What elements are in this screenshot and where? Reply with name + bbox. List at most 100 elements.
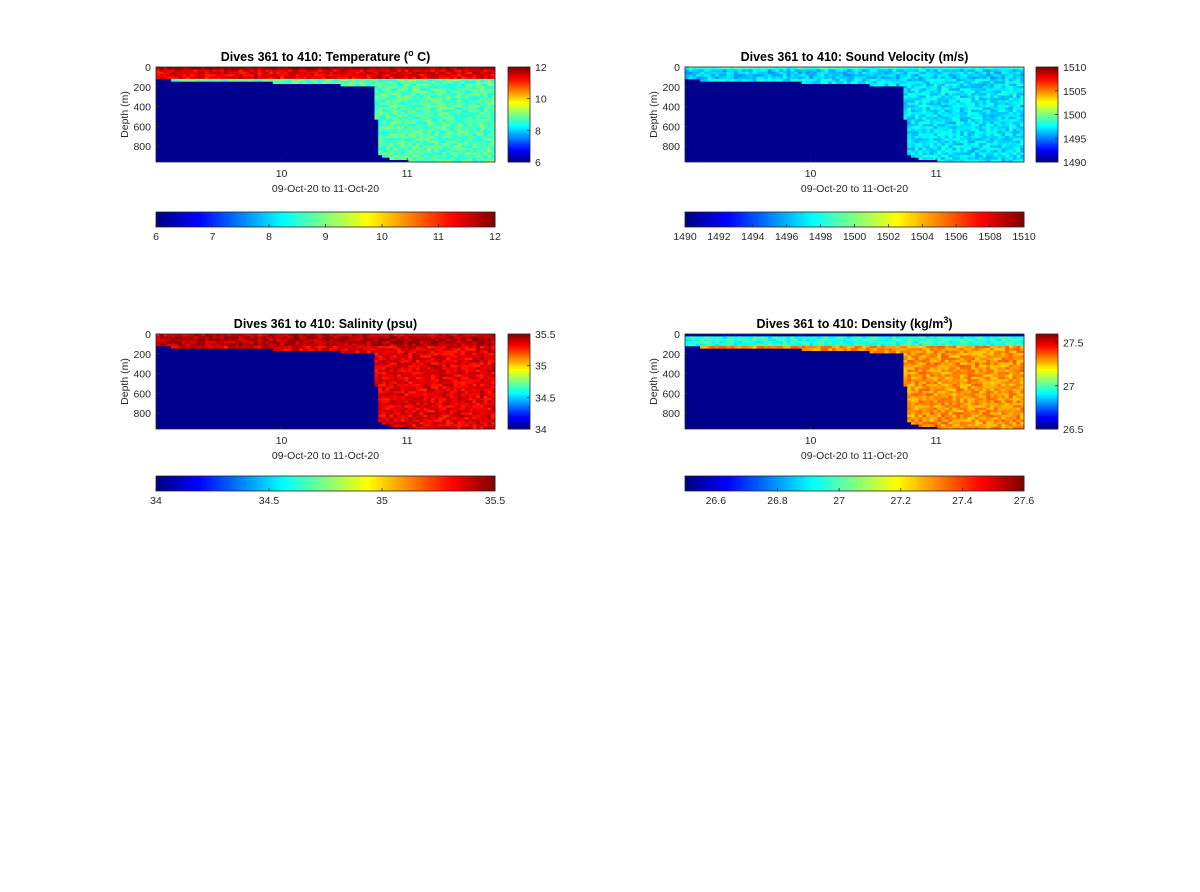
heatmap-cell bbox=[975, 88, 980, 92]
heatmap-cell bbox=[476, 150, 481, 153]
heatmap-cell bbox=[397, 395, 402, 399]
heatmap-cell bbox=[1008, 76, 1014, 80]
heatmap-cell bbox=[446, 147, 451, 151]
heatmap-cell bbox=[393, 74, 398, 77]
heatmap-cell bbox=[378, 348, 383, 352]
colorbar-segment bbox=[800, 212, 805, 227]
heatmap-cell bbox=[941, 112, 946, 115]
heatmap-cell bbox=[423, 336, 428, 340]
heatmap-cell bbox=[718, 69, 724, 73]
heatmap-cell bbox=[479, 86, 485, 89]
heatmap-cell bbox=[1016, 95, 1021, 99]
colorbar-segment bbox=[724, 212, 728, 227]
heatmap-cell bbox=[408, 362, 413, 366]
heatmap-cell bbox=[382, 405, 387, 409]
heatmap-cell bbox=[412, 417, 417, 420]
heatmap-cell bbox=[831, 71, 837, 75]
colorbar-segment bbox=[472, 212, 476, 227]
heatmap-cell bbox=[280, 348, 285, 352]
heatmap-cell bbox=[479, 116, 485, 120]
heatmap-cell bbox=[1012, 119, 1017, 123]
heatmap-cell bbox=[446, 105, 451, 108]
heatmap-cell bbox=[798, 71, 803, 75]
heatmap-cell bbox=[449, 391, 454, 394]
heatmap-cell bbox=[895, 71, 901, 75]
heatmap-cell bbox=[892, 78, 897, 82]
heatmap-cell bbox=[385, 410, 390, 413]
heatmap-cell bbox=[997, 147, 1002, 151]
heatmap-cell bbox=[434, 421, 439, 425]
heatmap-cell bbox=[990, 159, 995, 163]
heatmap-cell bbox=[174, 336, 179, 340]
heatmap-cell bbox=[404, 105, 409, 108]
heatmap-cell bbox=[449, 374, 454, 378]
heatmap-cell bbox=[178, 343, 183, 347]
heatmap-cell bbox=[944, 78, 950, 82]
heatmap-cell bbox=[423, 126, 428, 130]
heatmap-cell bbox=[952, 71, 957, 75]
heatmap-cell bbox=[389, 67, 394, 70]
heatmap-cell bbox=[952, 143, 957, 146]
heatmap-cell bbox=[835, 69, 840, 73]
heatmap-cell bbox=[419, 135, 424, 139]
heatmap-cell bbox=[404, 90, 409, 94]
heatmap-cell bbox=[449, 424, 454, 428]
heatmap-cell bbox=[956, 105, 961, 108]
heatmap-cell bbox=[790, 76, 795, 80]
heatmap-cell bbox=[434, 348, 439, 352]
heatmap-cell bbox=[378, 355, 383, 359]
heatmap-cell bbox=[1008, 93, 1014, 96]
colorbar-segment bbox=[749, 212, 754, 227]
heatmap-cell bbox=[963, 105, 968, 108]
heatmap-cell bbox=[280, 343, 285, 347]
heatmap-cell bbox=[412, 90, 417, 94]
heatmap-cell bbox=[453, 405, 458, 409]
heatmap-cell bbox=[457, 353, 462, 356]
heatmap-cell bbox=[449, 398, 454, 401]
heatmap-cell bbox=[419, 102, 424, 106]
heatmap-cell bbox=[941, 145, 946, 149]
heatmap-cell bbox=[385, 386, 390, 390]
heatmap-cell bbox=[449, 150, 454, 153]
heatmap-cell bbox=[457, 138, 462, 142]
heatmap-cell bbox=[159, 334, 164, 337]
heatmap-cell bbox=[389, 133, 394, 137]
heatmap-cell bbox=[415, 95, 421, 99]
heatmap-cell bbox=[393, 100, 398, 104]
heatmap-cell bbox=[156, 341, 161, 344]
heatmap-cell bbox=[284, 336, 289, 340]
heatmap-cell bbox=[982, 69, 987, 73]
heatmap-cell bbox=[461, 90, 466, 94]
heatmap-cell bbox=[340, 341, 345, 344]
heatmap-cell bbox=[922, 86, 927, 89]
heatmap-cell bbox=[182, 341, 187, 344]
heatmap-cell bbox=[400, 131, 405, 134]
heatmap-cell bbox=[397, 412, 402, 416]
heatmap-cell bbox=[997, 143, 1002, 146]
heatmap-cell bbox=[287, 69, 292, 73]
heatmap-cell bbox=[423, 81, 428, 85]
heatmap-cell bbox=[453, 83, 458, 87]
heatmap-cell bbox=[299, 74, 304, 77]
heatmap-cell bbox=[779, 74, 784, 77]
heatmap-cell bbox=[385, 334, 390, 337]
heatmap-cell bbox=[385, 88, 390, 92]
heatmap-cell bbox=[937, 124, 942, 127]
heatmap-cell bbox=[404, 362, 409, 366]
heatmap-cell bbox=[711, 74, 716, 77]
heatmap-cell bbox=[385, 154, 390, 158]
heatmap-cell bbox=[464, 69, 470, 73]
heatmap-cell bbox=[959, 71, 965, 75]
heatmap-cell bbox=[415, 135, 421, 139]
heatmap-cell bbox=[389, 86, 394, 89]
heatmap-cell bbox=[404, 116, 409, 120]
heatmap-cell bbox=[990, 74, 995, 77]
heatmap-cell bbox=[903, 93, 908, 96]
heatmap-cell bbox=[937, 67, 942, 70]
heatmap-cell bbox=[464, 143, 470, 146]
heatmap-cell bbox=[404, 78, 409, 82]
heatmap-cell bbox=[926, 97, 931, 101]
heatmap-cell bbox=[1012, 74, 1017, 77]
heatmap-cell bbox=[952, 76, 957, 80]
heatmap-cell bbox=[933, 67, 938, 70]
